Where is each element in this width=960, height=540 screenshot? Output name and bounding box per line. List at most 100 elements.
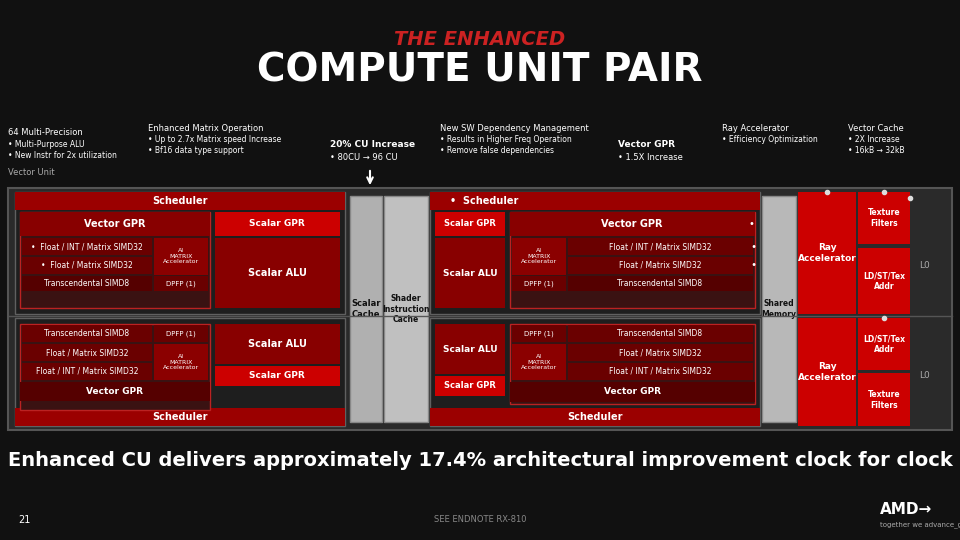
Bar: [20, 382, 210, 401]
Text: Scalar ALU: Scalar ALU: [443, 268, 497, 278]
Text: • Efficiency Optimization: • Efficiency Optimization: [722, 135, 818, 144]
Text: •  Scheduler: • Scheduler: [450, 196, 518, 206]
Text: DPFP (1): DPFP (1): [524, 330, 554, 337]
Text: Texture
Filters: Texture Filters: [868, 208, 900, 228]
Bar: [22, 238, 152, 255]
Text: Scalar ALU: Scalar ALU: [248, 268, 306, 278]
Bar: [154, 325, 208, 342]
Text: AI
MATRIX
Accelerator: AI MATRIX Accelerator: [521, 248, 557, 264]
Bar: [20, 324, 210, 410]
Text: Ray Accelerator: Ray Accelerator: [722, 124, 789, 133]
Text: Shader
Instruction
Cache: Shader Instruction Cache: [382, 294, 430, 324]
Text: AMD→: AMD→: [880, 503, 932, 517]
Text: Ray
Accelerator: Ray Accelerator: [798, 362, 856, 382]
Text: • Up to 2.7x Matrix speed Increase: • Up to 2.7x Matrix speed Increase: [148, 135, 281, 144]
Text: LD/ST/Tex
Addr: LD/ST/Tex Addr: [863, 334, 905, 354]
Text: Float / INT / Matrix SIMD32: Float / INT / Matrix SIMD32: [36, 367, 138, 376]
Bar: [510, 382, 755, 402]
Bar: [22, 276, 152, 291]
Text: AI
MATRIX
Accelerator: AI MATRIX Accelerator: [163, 248, 199, 264]
Bar: [15, 318, 345, 426]
Text: Float / INT / Matrix SIMD32: Float / INT / Matrix SIMD32: [609, 367, 711, 376]
Text: • 16kB → 32kB: • 16kB → 32kB: [848, 146, 904, 155]
Text: • 1.5X Increase: • 1.5X Increase: [618, 153, 683, 162]
Text: • New Instr for 2x utilization: • New Instr for 2x utilization: [8, 151, 117, 160]
Text: L0: L0: [920, 260, 930, 269]
Bar: [568, 325, 753, 342]
Text: • Remove false dependencies: • Remove false dependencies: [440, 146, 554, 155]
Text: Ray
Accelerator: Ray Accelerator: [798, 244, 856, 262]
Bar: [762, 196, 796, 422]
Text: Scalar ALU: Scalar ALU: [443, 345, 497, 354]
Bar: [215, 212, 340, 236]
Text: • Results in Higher Freq Operation: • Results in Higher Freq Operation: [440, 135, 572, 144]
Text: Vector Cache: Vector Cache: [848, 124, 903, 133]
Text: COMPUTE UNIT PAIR: COMPUTE UNIT PAIR: [257, 52, 703, 90]
Text: Texture
Filters: Texture Filters: [868, 390, 900, 410]
Text: Scheduler: Scheduler: [153, 412, 207, 422]
Text: •: •: [748, 260, 757, 271]
Bar: [20, 212, 210, 236]
Bar: [430, 408, 760, 426]
Text: • 2X Increase: • 2X Increase: [848, 135, 900, 144]
Bar: [568, 344, 753, 361]
Text: DPFP (1): DPFP (1): [166, 330, 196, 337]
Bar: [512, 325, 566, 342]
Bar: [435, 212, 505, 236]
Text: 20% CU Increase: 20% CU Increase: [330, 140, 415, 149]
Text: Scheduler: Scheduler: [567, 412, 623, 422]
Bar: [798, 318, 856, 426]
Text: Float / Matrix SIMD32: Float / Matrix SIMD32: [619, 348, 701, 357]
Text: 21: 21: [18, 515, 31, 525]
Bar: [568, 363, 753, 380]
Text: New SW Dependency Management: New SW Dependency Management: [440, 124, 588, 133]
Bar: [15, 408, 345, 426]
Bar: [568, 238, 753, 255]
Bar: [858, 248, 910, 314]
Text: AI
MATRIX
Accelerator: AI MATRIX Accelerator: [521, 354, 557, 370]
Text: Shared
Memory: Shared Memory: [761, 299, 797, 319]
Text: Transcendental SIMD8: Transcendental SIMD8: [44, 329, 130, 338]
Bar: [22, 325, 152, 342]
Text: Scalar
Cache: Scalar Cache: [351, 299, 381, 319]
Text: Vector GPR: Vector GPR: [84, 219, 146, 229]
Text: DPFP (1): DPFP (1): [524, 280, 554, 287]
Bar: [350, 196, 382, 422]
Bar: [15, 192, 345, 314]
Text: • 80CU → 96 CU: • 80CU → 96 CU: [330, 153, 397, 162]
Bar: [568, 276, 753, 291]
Text: DPFP (1): DPFP (1): [166, 280, 196, 287]
Text: Enhanced Matrix Operation: Enhanced Matrix Operation: [148, 124, 263, 133]
Text: Vector GPR: Vector GPR: [601, 219, 662, 229]
Bar: [430, 192, 760, 314]
Text: THE ENHANCED: THE ENHANCED: [395, 30, 565, 49]
Text: • Bf16 data type support: • Bf16 data type support: [148, 146, 244, 155]
Text: •  Float / Matrix SIMD32: • Float / Matrix SIMD32: [41, 261, 132, 270]
Bar: [512, 344, 566, 380]
Text: AI
MATRIX
Accelerator: AI MATRIX Accelerator: [163, 354, 199, 370]
Text: together we advance_gaming: together we advance_gaming: [880, 522, 960, 528]
Bar: [798, 192, 856, 314]
Text: •: •: [748, 219, 754, 229]
Bar: [512, 238, 566, 275]
Text: 64 Multi-Precision: 64 Multi-Precision: [8, 128, 83, 137]
Text: Float / Matrix SIMD32: Float / Matrix SIMD32: [619, 261, 701, 270]
Text: Vector GPR: Vector GPR: [618, 140, 675, 149]
Bar: [510, 212, 755, 308]
Text: Transcendental SIMD8: Transcendental SIMD8: [617, 329, 703, 338]
Bar: [154, 276, 208, 291]
Text: Scalar GPR: Scalar GPR: [250, 372, 305, 381]
Text: Float / Matrix SIMD32: Float / Matrix SIMD32: [46, 348, 129, 357]
Bar: [430, 192, 760, 210]
Bar: [8, 188, 952, 430]
Text: SEE ENDNOTE RX-810: SEE ENDNOTE RX-810: [434, 516, 526, 524]
Bar: [510, 212, 755, 236]
Bar: [568, 257, 753, 274]
Bar: [858, 192, 910, 244]
Bar: [858, 318, 910, 370]
Bar: [435, 376, 505, 396]
Bar: [15, 192, 345, 210]
Bar: [510, 324, 755, 404]
Text: LD/ST/Tex
Addr: LD/ST/Tex Addr: [863, 271, 905, 291]
Bar: [215, 324, 340, 364]
